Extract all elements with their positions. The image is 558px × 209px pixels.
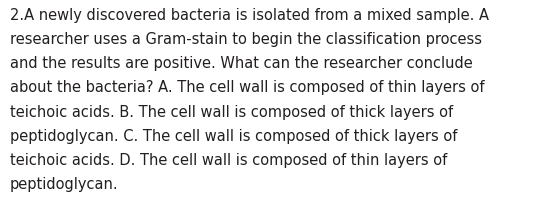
Text: researcher uses a Gram-stain to begin the classification process: researcher uses a Gram-stain to begin th…	[10, 32, 482, 47]
Text: teichoic acids. B. The cell wall is composed of thick layers of: teichoic acids. B. The cell wall is comp…	[10, 104, 453, 120]
Text: peptidoglycan. C. The cell wall is composed of thick layers of: peptidoglycan. C. The cell wall is compo…	[10, 129, 458, 144]
Text: and the results are positive. What can the researcher conclude: and the results are positive. What can t…	[10, 56, 473, 71]
Text: peptidoglycan.: peptidoglycan.	[10, 177, 119, 192]
Text: teichoic acids. D. The cell wall is composed of thin layers of: teichoic acids. D. The cell wall is comp…	[10, 153, 448, 168]
Text: 2.A newly discovered bacteria is isolated from a mixed sample. A: 2.A newly discovered bacteria is isolate…	[10, 8, 489, 23]
Text: about the bacteria? A. The cell wall is composed of thin layers of: about the bacteria? A. The cell wall is …	[10, 80, 484, 96]
